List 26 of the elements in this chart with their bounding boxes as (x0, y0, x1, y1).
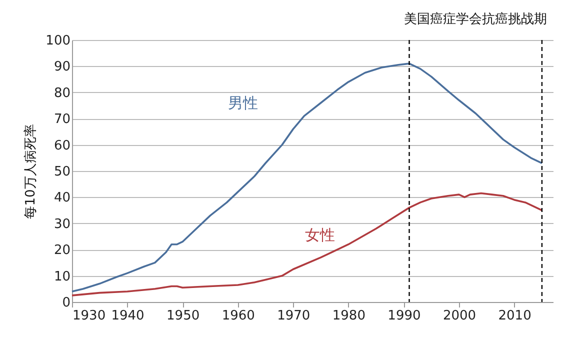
x-tick-label: 1990 (388, 308, 421, 324)
x-tick-label: 1970 (277, 308, 310, 324)
y-tick-label: 70 (54, 112, 70, 128)
y-tick-label: 80 (54, 86, 70, 101)
annotation: 女性 (305, 226, 335, 244)
x-tick-label: 2010 (498, 308, 532, 324)
y-tick-label: 90 (54, 60, 70, 75)
y-axis-title: 每10万人病死率 (22, 124, 39, 219)
y-tick-label: 0 (62, 296, 70, 310)
x-tick-label: 1960 (222, 308, 255, 324)
y-tick-label: 40 (54, 190, 70, 206)
y-tick-label: 30 (54, 216, 70, 232)
y-tick-label: 60 (54, 138, 70, 154)
y-tick-label: 10 (54, 269, 70, 284)
x-tick-label: 1980 (332, 308, 366, 324)
y-tick-label: 20 (54, 243, 70, 258)
annotation: 男性 (228, 94, 258, 112)
x-tick-label: 1950 (166, 308, 200, 324)
x-tick-label: 1930 (72, 308, 106, 324)
x-tick-label: 1940 (111, 308, 144, 324)
line-series (71, 62, 543, 292)
x-tick-label: 2000 (442, 308, 476, 324)
text: 美国癌症学会抗癌挑战期 (404, 11, 548, 27)
y-tick-label: 100 (46, 34, 70, 48)
y-tick-label: 50 (54, 164, 70, 180)
line-series (71, 192, 543, 296)
